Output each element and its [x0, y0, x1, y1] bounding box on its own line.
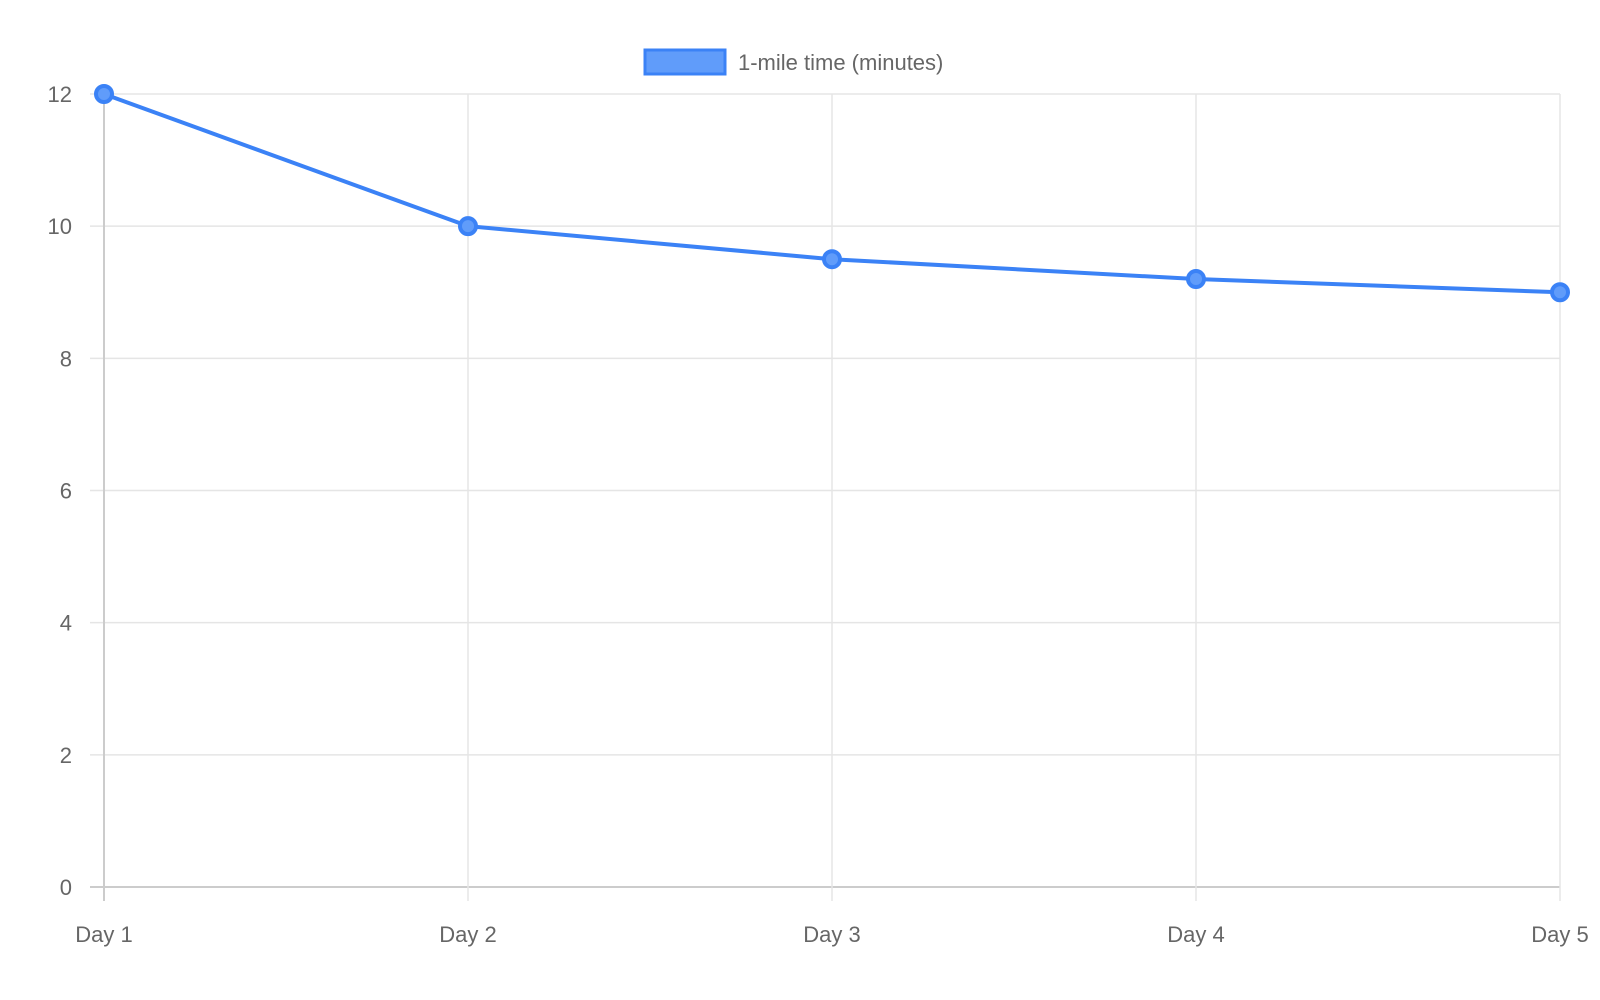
- legend-label[interactable]: 1-mile time (minutes): [738, 50, 943, 75]
- legend[interactable]: 1-mile time (minutes): [643, 48, 943, 76]
- data-point[interactable]: [1550, 282, 1570, 303]
- x-tick-label: Day 2: [439, 922, 496, 947]
- y-tick-label: 2: [60, 743, 72, 768]
- y-tick-label: 4: [60, 611, 72, 636]
- y-tick-label: 0: [60, 875, 72, 900]
- legend-swatch[interactable]: [643, 48, 727, 76]
- x-tick-label: Day 4: [1167, 922, 1224, 947]
- data-point[interactable]: [822, 249, 842, 270]
- data-point[interactable]: [458, 216, 478, 237]
- y-tick-label: 8: [60, 346, 72, 371]
- data-point[interactable]: [94, 84, 114, 104]
- axis-layer: 0 2 4 6 8 10 12 Day 1 Day 2 Day 3 Day 4 Day 5: [48, 82, 1589, 947]
- grid-layer: [90, 93, 1561, 901]
- y-tick-label: 6: [60, 479, 72, 504]
- x-tick-label: Day 5: [1531, 922, 1588, 947]
- x-tick-label: Day 3: [803, 922, 860, 947]
- y-tick-label: 12: [48, 82, 72, 107]
- x-tick-label: Day 1: [75, 922, 132, 947]
- series-layer: [94, 84, 1570, 303]
- y-tick-label: 10: [48, 214, 72, 239]
- data-point[interactable]: [1186, 269, 1206, 290]
